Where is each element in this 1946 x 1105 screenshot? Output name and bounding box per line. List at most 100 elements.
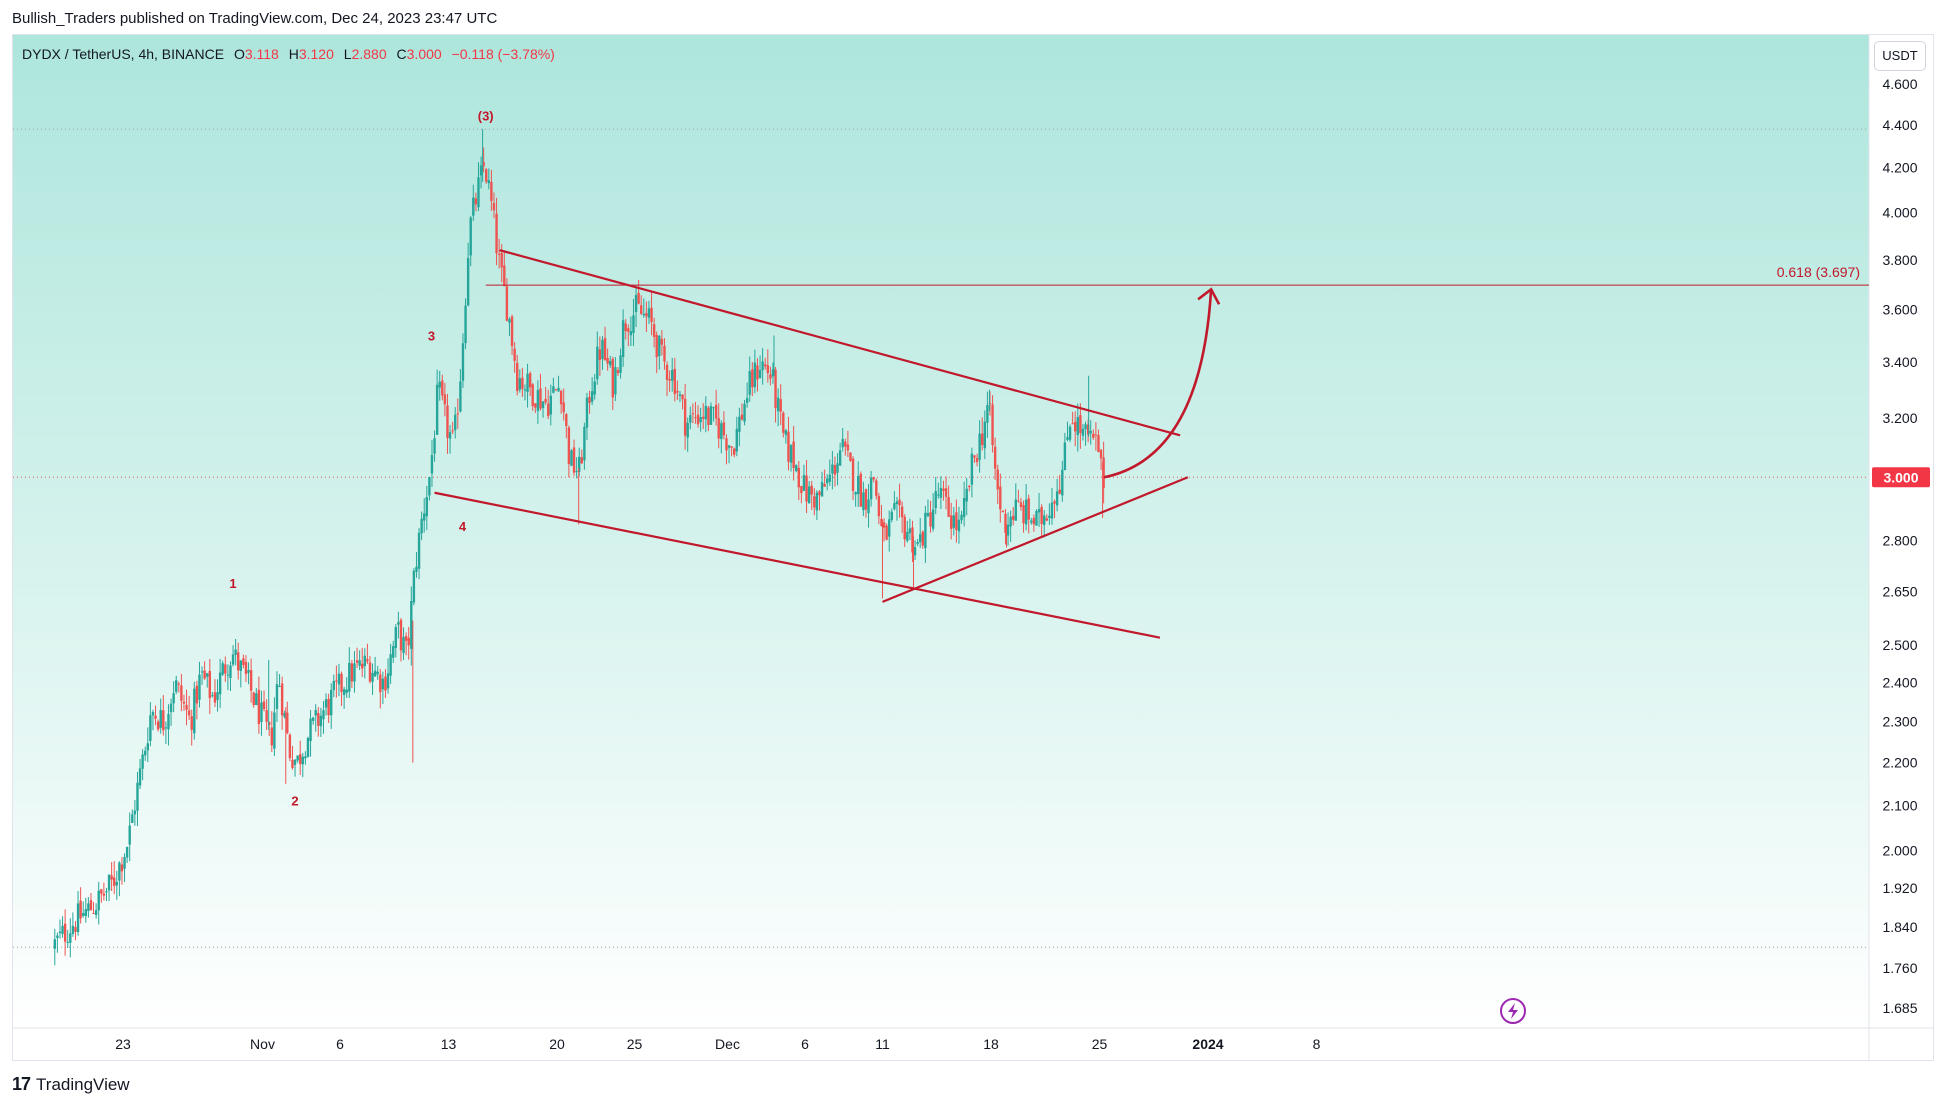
- candle-body: [187, 710, 191, 716]
- candle-body: [727, 445, 731, 448]
- candle-body: [769, 374, 772, 379]
- candle-body: [435, 384, 439, 435]
- candle-body: [224, 664, 227, 674]
- trendline-channel-top[interactable]: [499, 249, 1181, 437]
- candle-body: [689, 415, 692, 423]
- candle-body: [211, 695, 214, 697]
- candle-body: [71, 925, 75, 934]
- candle-body: [1001, 510, 1005, 513]
- candle-body: [438, 381, 441, 388]
- candle-body: [381, 678, 385, 690]
- candle-body: [614, 367, 617, 395]
- price-tick-label: 3.800: [1882, 252, 1917, 268]
- candle-body: [828, 474, 831, 482]
- candle-body: [663, 345, 666, 362]
- candle-body: [1032, 517, 1036, 525]
- candle-body: [156, 721, 160, 730]
- candle-body: [459, 381, 462, 412]
- candle-body: [740, 414, 744, 420]
- candle-body: [859, 473, 862, 507]
- candle-body: [565, 414, 568, 426]
- price-tick-label: 2.300: [1882, 714, 1917, 730]
- candle-body: [720, 423, 723, 440]
- candle-body: [1050, 502, 1054, 519]
- candle-body: [247, 670, 250, 673]
- candle-body: [340, 673, 343, 692]
- candle-body: [942, 488, 945, 491]
- candle-body: [76, 903, 80, 933]
- candle-body: [634, 295, 638, 312]
- candle-body: [807, 486, 811, 504]
- candle-body: [1086, 424, 1090, 435]
- trendline-channel-bottom[interactable]: [434, 491, 1161, 639]
- symbol-legend: DYDX / TetherUS, 4h, BINANCE O3.118 H3.1…: [22, 46, 555, 62]
- candle-body: [908, 528, 912, 534]
- candle-body: [510, 316, 514, 347]
- candle-body: [505, 286, 509, 321]
- candle-body: [559, 391, 563, 405]
- candle-body: [249, 670, 253, 691]
- candle-body: [1061, 469, 1064, 496]
- price-tick-label: 4.400: [1882, 117, 1917, 133]
- time-tick-label: Nov: [250, 1036, 275, 1052]
- candle-body: [880, 518, 883, 526]
- candle-body: [286, 712, 289, 733]
- candle-body: [244, 661, 248, 675]
- trendline-support-line[interactable]: [882, 476, 1189, 603]
- candle-body: [800, 486, 803, 494]
- candle-body: [53, 939, 56, 949]
- candle-body: [536, 389, 540, 411]
- candle-body: [836, 463, 839, 473]
- candle-body: [322, 710, 325, 720]
- price-tick-label: 2.200: [1882, 755, 1917, 771]
- candle-body: [857, 475, 860, 495]
- candle-body: [306, 737, 310, 757]
- candle-body: [655, 334, 658, 358]
- symbol-name[interactable]: DYDX / TetherUS, 4h, BINANCE: [22, 46, 225, 62]
- projection-arrow[interactable]: [1103, 289, 1213, 479]
- candle-body: [714, 404, 718, 419]
- candle-body: [500, 252, 503, 268]
- candle-body: [239, 660, 242, 671]
- candle-body: [534, 403, 537, 408]
- candle-body: [1045, 518, 1048, 521]
- candle-body: [518, 378, 521, 390]
- candle-body: [575, 471, 578, 473]
- candle-body: [63, 923, 67, 942]
- candle-body: [683, 398, 687, 436]
- candle-body: [991, 404, 994, 446]
- candle-body: [175, 680, 178, 692]
- candle-body: [402, 636, 405, 654]
- candle-body: [1019, 502, 1023, 507]
- candle-body: [660, 338, 664, 345]
- candle-body: [280, 683, 284, 716]
- candle-body: [784, 430, 788, 435]
- candle-body: [869, 477, 873, 500]
- candle-body: [182, 701, 186, 704]
- candle-body: [195, 685, 199, 704]
- candle-body: [549, 395, 552, 415]
- candle-body: [810, 485, 813, 495]
- candle-body: [355, 660, 359, 663]
- candle-body: [389, 654, 392, 676]
- candle-body: [446, 405, 449, 438]
- candle-body: [260, 702, 263, 722]
- candle-body: [771, 369, 775, 377]
- price-tick-label: 2.100: [1882, 797, 1917, 813]
- currency-button[interactable]: USDT: [1874, 41, 1926, 71]
- candle-body: [361, 663, 364, 669]
- lightning-icon[interactable]: [1500, 998, 1526, 1024]
- candle-body: [926, 513, 930, 517]
- candle-body: [479, 165, 483, 176]
- footer-brand[interactable]: 17 TradingView: [12, 1074, 130, 1095]
- candle-body: [756, 365, 759, 380]
- candle-body: [973, 455, 976, 458]
- candle-body: [293, 759, 297, 765]
- candle-body: [162, 710, 165, 731]
- candle-body: [813, 496, 816, 508]
- candle-body: [818, 491, 821, 496]
- candle-body: [547, 403, 550, 417]
- candle-body: [864, 489, 868, 510]
- candle-body: [200, 671, 204, 673]
